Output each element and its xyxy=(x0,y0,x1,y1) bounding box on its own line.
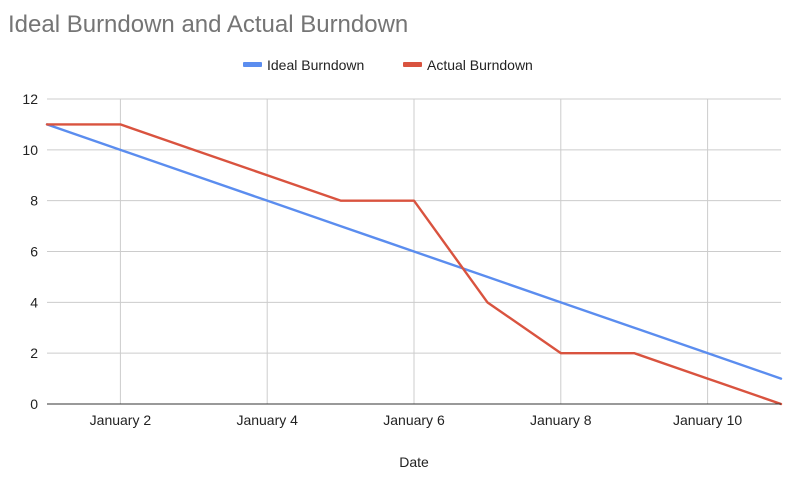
legend: Ideal Burndown Actual Burndown xyxy=(243,57,533,73)
y-tick-label: 10 xyxy=(22,142,38,158)
legend-label-ideal-burndown: Ideal Burndown xyxy=(267,57,364,73)
legend-label-actual-burndown: Actual Burndown xyxy=(427,57,533,73)
series-lines xyxy=(45,123,783,406)
x-axis-title: Date xyxy=(399,454,429,470)
y-tick-label: 2 xyxy=(30,345,38,361)
y-axis-tick-labels: 0 2 4 6 8 10 12 xyxy=(22,91,38,412)
x-tick-label: January 4 xyxy=(236,412,298,428)
legend-swatch-actual-burndown xyxy=(403,62,422,67)
y-tick-label: 0 xyxy=(30,396,38,412)
series-line-actual-burndown xyxy=(45,123,783,406)
x-tick-label: January 8 xyxy=(530,412,592,428)
y-tick-label: 12 xyxy=(22,91,38,107)
x-tick-label: January 2 xyxy=(90,412,152,428)
y-tick-label: 4 xyxy=(30,294,38,310)
chart-title: Ideal Burndown and Actual Burndown xyxy=(8,11,408,38)
legend-swatch-ideal-burndown xyxy=(243,62,262,67)
x-tick-label: January 10 xyxy=(673,412,742,428)
x-tick-label: January 6 xyxy=(383,412,445,428)
x-axis-tick-labels: January 2 January 4 January 6 January 8 Janu… xyxy=(90,412,743,428)
y-tick-label: 6 xyxy=(30,244,38,260)
y-tick-label: 8 xyxy=(30,193,38,209)
series-line-ideal-burndown xyxy=(45,123,783,380)
